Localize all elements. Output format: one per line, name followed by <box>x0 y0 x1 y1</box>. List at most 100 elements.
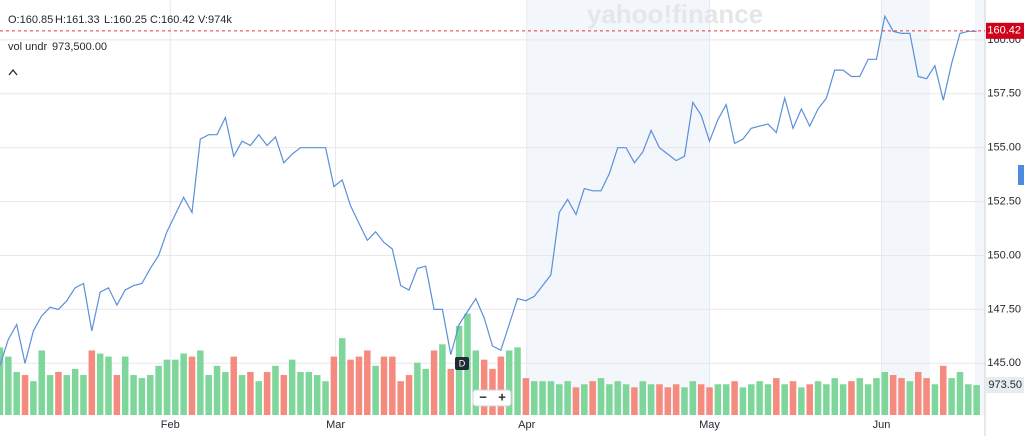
volume-bar <box>205 375 212 415</box>
volume-bar <box>280 375 288 415</box>
volume-bar <box>764 384 772 415</box>
volume-bar <box>497 356 505 415</box>
volume-bar <box>21 375 29 415</box>
volume-bar <box>180 353 187 415</box>
volume-bar <box>322 381 329 415</box>
volume-bar <box>973 385 980 415</box>
volume-bars <box>0 313 980 415</box>
indicator-name: vol undr <box>8 41 47 53</box>
volume-bar <box>138 378 146 415</box>
zoom-out[interactable]: − <box>479 389 487 404</box>
collapse-icon[interactable] <box>8 68 18 76</box>
volume-bar <box>297 371 304 415</box>
volume-bar <box>823 384 830 415</box>
volume-bar <box>798 387 805 415</box>
volume-bar <box>238 375 246 415</box>
volume-bar <box>948 378 955 415</box>
volume-bar <box>706 387 713 415</box>
volume-bar <box>689 381 697 415</box>
x-tick-label: Jun <box>873 419 891 431</box>
volume-bar <box>514 347 521 415</box>
volume-bar <box>472 350 480 415</box>
volume-bar <box>906 381 914 415</box>
volume-bar <box>338 338 346 415</box>
volume-bar <box>5 356 12 415</box>
volume-bar <box>814 381 822 415</box>
y-tick-label: 150.00 <box>987 249 1021 261</box>
volume-bar <box>614 381 621 415</box>
volume-bar <box>639 381 647 415</box>
price-line <box>0 14 977 366</box>
side-tab[interactable] <box>1018 165 1024 185</box>
volume-bar <box>622 384 630 415</box>
volume-bar <box>430 350 438 415</box>
volume-bar <box>155 365 162 415</box>
volume-bar <box>313 375 321 415</box>
last-price-label: 160.42 <box>987 25 1021 37</box>
y-tick-label: 147.50 <box>987 303 1021 315</box>
volume-bar <box>965 384 972 415</box>
axes: 145.00 147.50 150.00 152.50 155.00 157.50 160.… <box>0 22 1024 431</box>
x-tick-label: May <box>699 419 720 431</box>
volume-bar <box>898 378 905 415</box>
volume-bar <box>889 375 897 415</box>
grid <box>0 0 985 415</box>
volume-bar <box>447 368 455 415</box>
x-tick-label: Apr <box>518 419 535 431</box>
volume-bar <box>564 381 571 415</box>
volume-bar <box>556 384 563 415</box>
volume-bar <box>931 384 939 415</box>
volume-bar <box>96 353 104 415</box>
volume-bar <box>530 381 538 415</box>
volume-bar <box>831 378 839 415</box>
volume-bar <box>121 356 129 415</box>
y-tick-label: 157.50 <box>987 88 1021 100</box>
ohlc-close: C:160.42 <box>150 14 195 26</box>
volume-bar <box>923 378 930 415</box>
volume-bar <box>372 365 379 415</box>
zoom-in[interactable]: + <box>498 389 506 404</box>
x-tick-label: Mar <box>326 419 345 431</box>
volume-bar <box>71 368 79 415</box>
y-tick-label: 155.00 <box>987 142 1021 154</box>
y2-tick-label: 973.50 <box>988 379 1022 391</box>
event-marker[interactable] <box>455 357 469 370</box>
last-price-box <box>986 22 1024 39</box>
volume-bar <box>405 375 413 415</box>
ohlc-high: H:161.33 <box>55 14 100 26</box>
ohlc-low: L:160.25 <box>104 14 147 26</box>
volume-bar <box>397 381 404 415</box>
volume-bar <box>13 371 20 415</box>
volume-bar <box>130 375 137 415</box>
volume-bar <box>647 384 655 415</box>
ohlc-open: O:160.85 <box>8 14 53 26</box>
volume-bar <box>572 387 580 415</box>
x-tick-label: Feb <box>161 419 180 431</box>
price-line <box>0 14 977 366</box>
volume-bar <box>914 371 922 415</box>
watermark: yahoo!finance <box>587 0 763 29</box>
volume-bar <box>230 356 237 415</box>
volume-bar <box>272 365 279 415</box>
volume-bar <box>748 384 755 415</box>
volume-bar <box>789 381 797 415</box>
volume-bar <box>631 387 638 415</box>
session-shade <box>975 0 985 415</box>
volume-bar <box>539 381 546 415</box>
volume-bar <box>714 384 722 415</box>
volume-bar <box>480 359 488 415</box>
volume-bar <box>681 387 688 415</box>
volume-bar <box>38 350 45 415</box>
volume-bar <box>63 375 71 415</box>
zoom-controls <box>472 389 512 407</box>
volume-bar <box>263 371 271 415</box>
y2-tick-box <box>986 377 1024 394</box>
volume-bar <box>330 356 338 415</box>
y-tick-label: 152.50 <box>987 195 1021 207</box>
volume-bar <box>46 375 54 415</box>
volume-bar <box>80 375 87 415</box>
volume-bar <box>806 384 813 415</box>
volume-bar <box>30 381 37 415</box>
volume-bar <box>113 375 121 415</box>
volume-bar <box>773 378 780 415</box>
